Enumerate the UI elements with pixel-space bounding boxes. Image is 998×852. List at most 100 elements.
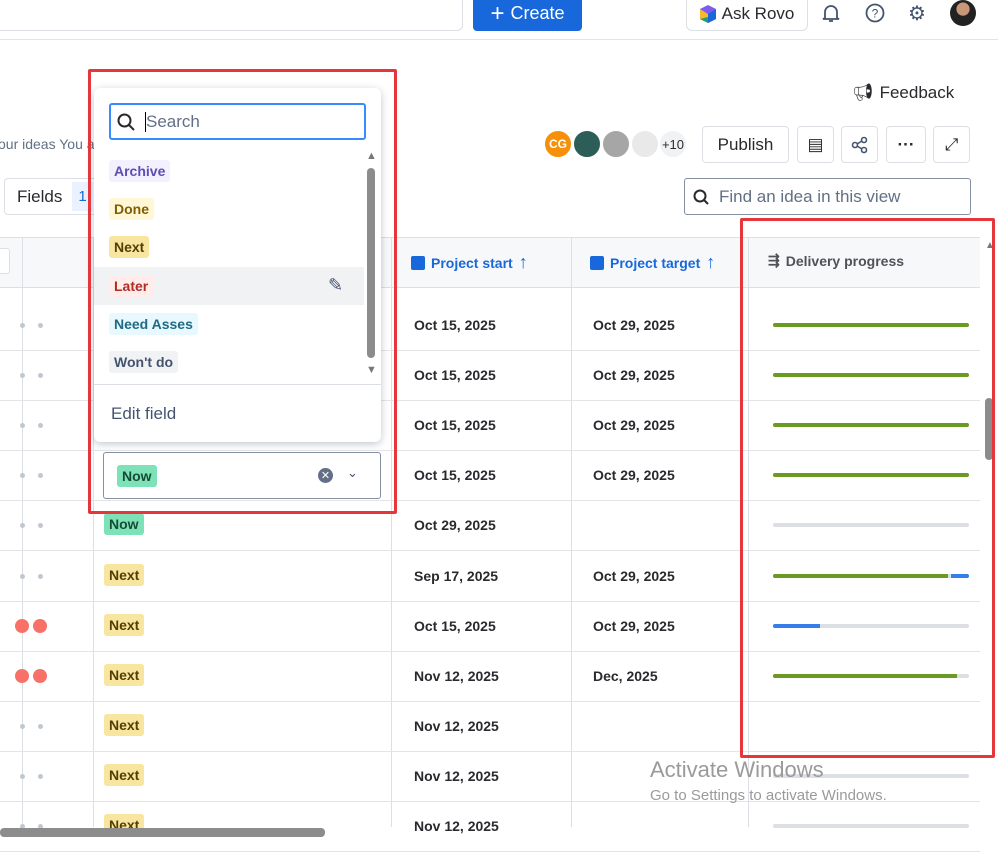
rating-dot <box>20 373 25 378</box>
status-lozenge[interactable]: Next <box>104 664 145 686</box>
column-resize-handle[interactable] <box>0 248 10 274</box>
edit-field-button[interactable]: Edit field <box>111 404 177 423</box>
status-option-need-asses[interactable]: Need Asses <box>94 305 364 343</box>
project-start-cell[interactable]: Oct 15, 2025 <box>414 467 496 483</box>
project-start-cell[interactable]: Oct 15, 2025 <box>414 317 496 333</box>
rating-dot <box>20 724 25 729</box>
avatar[interactable] <box>601 129 631 159</box>
fields-button[interactable]: Fields 1 <box>4 178 104 215</box>
rating-dot <box>38 523 43 528</box>
table-row[interactable]: Next Nov 12, 2025 Dec, 2025 <box>0 651 980 701</box>
progress-done <box>773 373 969 377</box>
project-target-cell[interactable]: Oct 29, 2025 <box>593 367 675 383</box>
more-avatars[interactable]: +10 <box>658 129 688 159</box>
feedback-button[interactable]: 📢︎ Feedback <box>852 83 955 102</box>
delivery-progress-bar <box>773 473 969 477</box>
status-field-editor[interactable]: Now ✕ ⌄ <box>103 452 381 499</box>
status-option-later[interactable]: Later ✎ <box>94 266 364 305</box>
avatar[interactable] <box>630 129 660 159</box>
project-start-cell[interactable]: Oct 15, 2025 <box>414 618 496 634</box>
project-start-cell[interactable]: Nov 12, 2025 <box>414 718 499 734</box>
status-lozenge[interactable]: Next <box>104 714 145 736</box>
rating-dot <box>38 323 43 328</box>
project-start-cell[interactable]: Oct 15, 2025 <box>414 417 496 433</box>
calendar-icon <box>590 255 604 270</box>
plus-icon: + <box>490 0 505 27</box>
column-divider <box>22 237 23 827</box>
status-lozenge[interactable]: Next <box>104 614 145 636</box>
status-lozenge[interactable]: Next <box>104 564 145 586</box>
status-option-next[interactable]: Next <box>94 228 364 266</box>
search-icon <box>117 113 135 131</box>
project-target-cell[interactable]: Oct 29, 2025 <box>593 417 675 433</box>
project-target-cell[interactable]: Oct 29, 2025 <box>593 467 675 483</box>
avatar[interactable]: CG <box>543 129 573 159</box>
column-header-project-target[interactable]: Project target ↑ <box>590 252 715 273</box>
edit-option-icon[interactable]: ✎ <box>328 274 344 295</box>
project-start-cell[interactable]: Nov 12, 2025 <box>414 668 499 684</box>
status-lozenge[interactable]: Now <box>104 513 144 535</box>
dropdown-scrollbar[interactable]: ▲ ▼ <box>366 150 377 376</box>
rating-dot <box>20 774 25 779</box>
table-row[interactable]: Next Nov 12, 2025 <box>0 801 980 851</box>
highlight-box <box>740 218 995 758</box>
project-start-cell[interactable]: Sep 17, 2025 <box>414 568 499 584</box>
avatar[interactable] <box>572 129 602 159</box>
table-row[interactable]: Oct 15, 2025 Oct 29, 2025 <box>0 300 980 350</box>
rating-dot <box>20 423 25 428</box>
dropdown-search-input[interactable]: Search <box>109 103 366 140</box>
table-row[interactable]: Oct 15, 2025 Oct 29, 2025 <box>0 400 980 450</box>
table-row[interactable]: Next Nov 12, 2025 <box>0 751 980 801</box>
delivery-progress-bar <box>773 824 969 828</box>
scrollbar-thumb[interactable] <box>985 398 993 460</box>
project-start-cell[interactable]: Nov 12, 2025 <box>414 768 499 784</box>
comments-icon[interactable]: ▤ <box>797 126 834 163</box>
rating-dot <box>33 669 47 683</box>
rating-dot <box>33 619 47 633</box>
create-button[interactable]: + Create <box>473 0 582 31</box>
calendar-icon <box>411 255 425 270</box>
status-option-won-t-do[interactable]: Won't do <box>94 343 364 381</box>
rating-dot <box>20 824 25 829</box>
find-idea-search[interactable]: Find an idea in this view <box>684 178 971 215</box>
row-divider <box>0 751 980 752</box>
rating-dot <box>38 423 43 428</box>
status-option-done[interactable]: Done <box>94 190 364 228</box>
scrollbar-thumb[interactable] <box>367 168 375 358</box>
project-target-cell[interactable]: Oct 29, 2025 <box>593 618 675 634</box>
notifications-bell-icon[interactable] <box>820 2 842 24</box>
help-icon[interactable]: ? <box>864 2 886 24</box>
user-avatar[interactable] <box>950 0 976 26</box>
table-row[interactable]: Oct 15, 2025 Oct 29, 2025 <box>0 350 980 400</box>
column-header-project-start[interactable]: Project start ↑ <box>411 252 528 273</box>
table-row[interactable]: Now Oct 29, 2025 <box>0 500 980 550</box>
horizontal-scrollbar[interactable] <box>0 828 325 837</box>
progress-in-progress <box>773 624 821 628</box>
publish-button[interactable]: Publish <box>702 126 789 163</box>
fullscreen-icon[interactable]: ⤢ <box>933 126 970 163</box>
chevron-down-icon[interactable]: ⌄ <box>347 465 358 480</box>
status-option-archive[interactable]: Archive <box>94 152 364 190</box>
column-header-delivery-progress[interactable]: ⇶ Delivery progress <box>768 252 905 269</box>
project-start-cell[interactable]: Nov 12, 2025 <box>414 818 499 834</box>
global-search-input[interactable] <box>0 0 463 31</box>
rating-dot <box>38 774 43 779</box>
rovo-icon <box>699 4 716 23</box>
clear-icon[interactable]: ✕ <box>318 468 333 483</box>
more-options-icon[interactable]: ··· <box>886 126 926 163</box>
status-lozenge[interactable]: Next <box>104 764 145 786</box>
table-row[interactable]: Next Sep 17, 2025 Oct 29, 2025 <box>0 551 980 601</box>
table-row[interactable]: Oct 15, 2025 Oct 29, 2025 <box>0 450 980 500</box>
project-start-cell[interactable]: Oct 29, 2025 <box>414 517 496 533</box>
project-start-cell[interactable]: Oct 15, 2025 <box>414 367 496 383</box>
table-row[interactable]: Next Oct 15, 2025 Oct 29, 2025 <box>0 601 980 651</box>
ask-rovo-button[interactable]: Ask Rovo <box>686 0 808 31</box>
project-target-cell[interactable]: Oct 29, 2025 <box>593 317 675 333</box>
vertical-scrollbar[interactable]: ▲ <box>984 240 996 837</box>
project-target-cell[interactable]: Dec, 2025 <box>593 668 658 684</box>
search-icon <box>693 189 709 205</box>
project-target-cell[interactable]: Oct 29, 2025 <box>593 568 675 584</box>
settings-gear-icon[interactable]: ⚙ <box>908 2 926 25</box>
table-row[interactable]: Next Nov 12, 2025 <box>0 701 980 751</box>
share-icon[interactable] <box>841 126 878 163</box>
